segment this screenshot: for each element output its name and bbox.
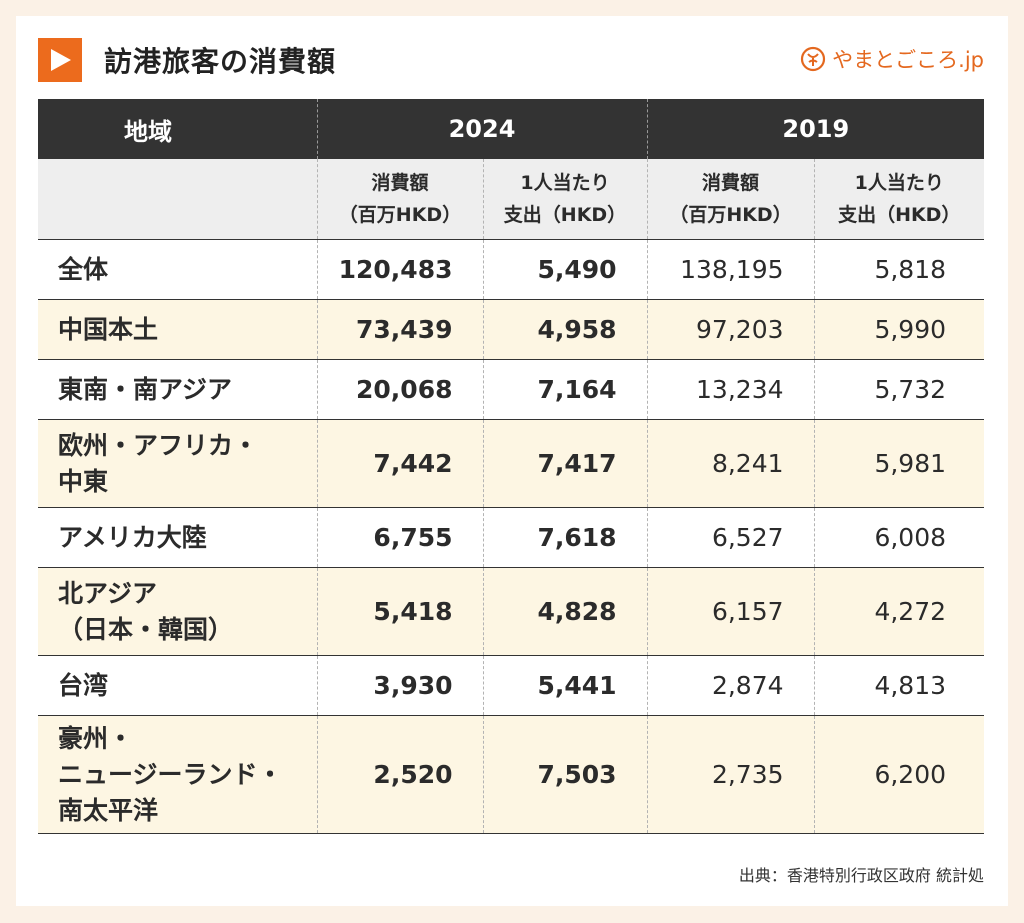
spend-2019-cell: 8,241 [646,419,815,508]
col-header-spend-2019: 消費額 （百万HKD） [646,159,815,240]
empty-header-cell [38,159,317,240]
region-name: アメリカ大陸 [38,507,317,568]
spend-2024-cell: 5,418 [316,567,483,656]
table-row: 北アジア （日本・韓国） 5,418 4,828 6,157 4,272 [38,567,985,656]
page-title: 訪港旅客の消費額 [104,45,337,78]
spend-2024-cell: 7,442 [316,419,483,508]
region-name: 東南・南アジア [38,359,317,420]
spend-2019-cell: 13,234 [646,359,815,420]
table-row: 台湾 3,930 5,441 2,874 4,813 [38,655,985,716]
spend-2019-cell: 2,735 [646,715,815,834]
spend-2024-cell: 2,520 [316,715,483,834]
header-row-metrics: 消費額 （百万HKD） 1人当たり 支出（HKD） 消費額 （百万HKD） 1人当たり… [38,159,985,240]
spend-2019-cell: 6,157 [646,567,815,656]
per-capita-2019-cell: 6,200 [813,715,985,834]
spend-2024-cell: 73,439 [316,299,483,360]
region-header: 地域 [38,99,317,159]
year-header-2019: 2019 [646,99,985,159]
spend-2019-cell: 138,195 [646,239,815,300]
header-row-years: 地域 2024 2019 [38,99,985,159]
source-note: 出典：香港特別行政区政府 統計処 [738,866,984,885]
per-capita-2019-cell: 6,008 [813,507,985,568]
table-row: 豪州・ ニュージーランド・ 南太平洋 2,520 7,503 2,735 6,200 [38,715,985,834]
col-header-spend-2024: 消費額 （百万HKD） [316,159,483,240]
per-capita-2019-cell: 4,272 [813,567,985,656]
region-name: 豪州・ ニュージーランド・ 南太平洋 [38,715,317,834]
per-capita-2024-cell: 5,490 [482,239,648,300]
header: 訪港旅客の消費額 やまとごころ.jp [38,38,984,82]
spend-2024-cell: 20,068 [316,359,483,420]
spend-2024-cell: 3,930 [316,655,483,716]
per-capita-2019-cell: 5,818 [813,239,985,300]
spend-2024-cell: 6,755 [316,507,483,568]
brand[interactable]: やまとごころ.jp [800,44,984,74]
table-row: 全体 120,483 5,490 138,195 5,818 [38,239,985,300]
per-capita-2024-cell: 7,618 [482,507,648,568]
region-name: 全体 [38,239,317,300]
yamatogokoro-logo-icon [801,46,826,72]
per-capita-2024-cell: 5,441 [482,655,648,716]
per-capita-2024-cell: 7,503 [482,715,648,834]
spend-2019-cell: 2,874 [646,655,815,716]
region-name: 欧州・アフリカ・ 中東 [38,419,317,508]
per-capita-2019-cell: 5,981 [813,419,985,508]
table-row: 東南・南アジア 20,068 7,164 13,234 5,732 [38,359,985,420]
region-name: 中国本土 [38,299,317,360]
table-row: アメリカ大陸 6,755 7,618 6,527 6,008 [38,507,985,568]
per-capita-2019-cell: 5,732 [813,359,985,420]
per-capita-2024-cell: 7,417 [482,419,648,508]
per-capita-2024-cell: 7,164 [482,359,648,420]
spend-2024-cell: 120,483 [316,239,483,300]
table-row: 中国本土 73,439 4,958 97,203 5,990 [38,299,985,360]
spending-table: 地域 2024 2019 消費額 （百万HKD） 1人当たり 支出（HKD） 消費額… [38,99,985,834]
per-capita-2019-cell: 5,990 [813,299,985,360]
region-name: 北アジア （日本・韓国） [38,567,317,656]
per-capita-2024-cell: 4,958 [482,299,648,360]
col-header-per-capita-2024: 1人当たり 支出（HKD） [482,159,648,240]
col-header-per-capita-2019: 1人当たり 支出（HKD） [813,159,985,240]
spend-2019-cell: 97,203 [646,299,815,360]
play-icon [38,38,82,82]
brand-name: やまとごころ.jp [832,48,984,72]
per-capita-2024-cell: 4,828 [482,567,648,656]
region-name: 台湾 [38,655,317,716]
per-capita-2019-cell: 4,813 [813,655,985,716]
table-row: 欧州・アフリカ・ 中東 7,442 7,417 8,241 5,981 [38,419,985,508]
year-header-2024: 2024 [316,99,648,159]
spend-2019-cell: 6,527 [646,507,815,568]
